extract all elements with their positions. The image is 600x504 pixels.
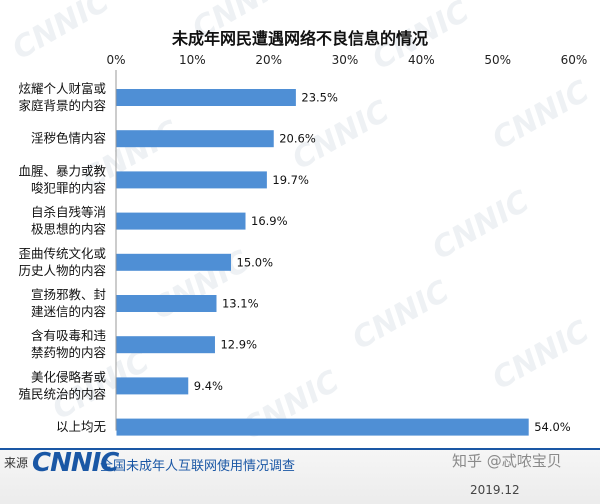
category-label: 以上均无: [56, 419, 106, 434]
source-text: 全国未成年人互联网使用情况调查: [100, 459, 296, 474]
bar: [116, 130, 274, 148]
data-label: 9.4%: [194, 379, 223, 393]
bar: [116, 89, 296, 106]
zhihu-watermark: 知乎 @忒哝宝贝: [452, 452, 562, 470]
category-label: 美化侵略者或: [31, 369, 107, 384]
data-label: 16.9%: [251, 214, 288, 228]
category-label: 禁药物的内容: [31, 345, 106, 360]
bar: [116, 377, 189, 395]
bar: [116, 212, 246, 230]
data-label: 20.6%: [279, 132, 316, 146]
bar: [116, 253, 231, 271]
x-tick-label: 20%: [255, 53, 282, 67]
report-date: 2019.12: [470, 483, 520, 497]
category-label: 唆犯罪的内容: [31, 180, 106, 195]
category-label: 殖民统治的内容: [18, 386, 106, 401]
cnnic-logo: CNNIC: [32, 448, 119, 478]
watermark-logo: CNNIC: [347, 274, 456, 357]
bar: [116, 336, 215, 354]
category-label: 血腥、暴力或教: [18, 163, 106, 178]
data-label: 13.1%: [222, 297, 259, 311]
category-label: 淫秽色情内容: [31, 131, 106, 146]
chart-title: 未成年网民遭遇网络不良信息的情况: [171, 29, 428, 48]
category-label: 自杀自残等消: [31, 205, 106, 220]
x-tick-label: 30%: [332, 53, 359, 67]
data-label: 15.0%: [237, 255, 274, 269]
x-tick-label: 50%: [484, 53, 511, 67]
category-label: 历史人物的内容: [18, 263, 106, 278]
category-label: 家庭背景的内容: [18, 98, 106, 113]
data-label: 23.5%: [301, 91, 338, 105]
data-label: 19.7%: [272, 173, 309, 187]
x-tick-label: 10%: [179, 53, 206, 67]
watermark-logo: CNNIC: [7, 0, 116, 67]
x-tick-label: 60%: [561, 53, 588, 67]
watermark-logo: CNNIC: [487, 314, 596, 397]
category-label: 宣扬邪教、封: [31, 287, 106, 302]
bar: [116, 295, 217, 312]
data-label: 54.0%: [534, 420, 571, 434]
data-label: 12.9%: [220, 338, 257, 352]
x-tick-label: 40%: [408, 53, 435, 67]
watermark-logo: CNNIC: [487, 74, 596, 157]
category-label: 极思想的内容: [31, 222, 106, 237]
footer-bar: [0, 448, 600, 504]
category-label: 炫耀个人财富或: [18, 81, 106, 96]
footer-divider: [0, 448, 600, 450]
x-axis-ticks: 0% 10% 20% 30% 40% 50% 60%: [106, 53, 587, 67]
category-label: 建迷信的内容: [31, 304, 106, 319]
x-tick-label: 0%: [106, 53, 125, 67]
watermark-logo: CNNIC: [427, 184, 536, 267]
category-label: 歪曲传统文化或: [18, 246, 106, 261]
bar: [116, 418, 529, 436]
source-label: 来源: [4, 456, 29, 470]
bar: [116, 171, 267, 189]
category-label: 含有吸毒和违: [31, 328, 106, 343]
